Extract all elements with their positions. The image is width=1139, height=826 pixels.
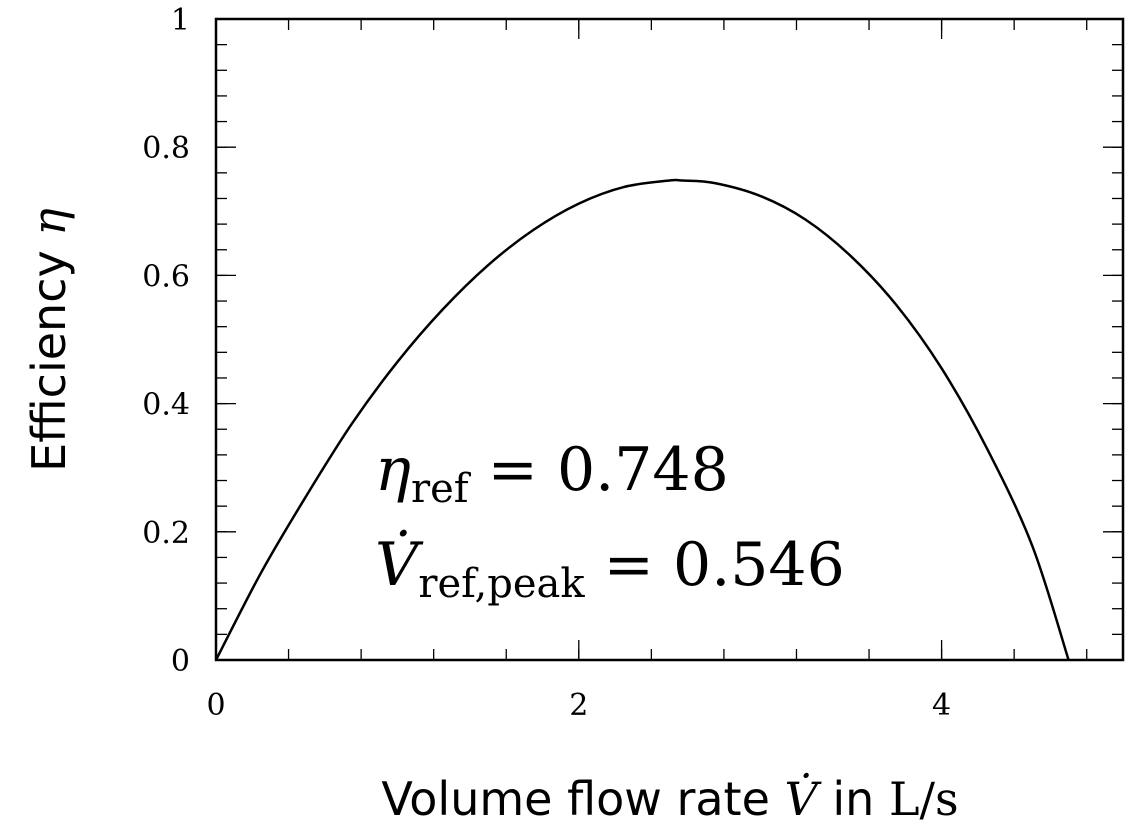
annotation-eta-ref: ηref = 0.748	[375, 435, 729, 512]
x-tick-labels: 0 2 4	[206, 688, 951, 723]
y-tick-label: 0.2	[142, 516, 190, 551]
x-tick-label: 2	[569, 688, 588, 723]
y-tick-label: 1	[171, 3, 190, 38]
x-axis-label: Volume flow rate V̇ in L/s	[381, 772, 958, 826]
y-tick-label: 0.8	[142, 131, 190, 166]
y-tick-label: 0.4	[142, 388, 190, 423]
annotation-v-ref-peak: V̇ref,peak = 0.546	[375, 529, 845, 607]
plot-frame	[214, 17, 1125, 662]
y-tick-label: 0	[171, 644, 190, 679]
efficiency-curve	[214, 178, 1070, 661]
y-tick-labels: 0 0.2 0.4 0.6 0.8 1	[142, 3, 190, 679]
y-tick-label: 0.6	[142, 259, 190, 294]
y-axis-label: Efficiency η	[22, 208, 76, 472]
x-tick-label: 4	[932, 688, 951, 723]
x-tick-label: 0	[206, 688, 225, 723]
